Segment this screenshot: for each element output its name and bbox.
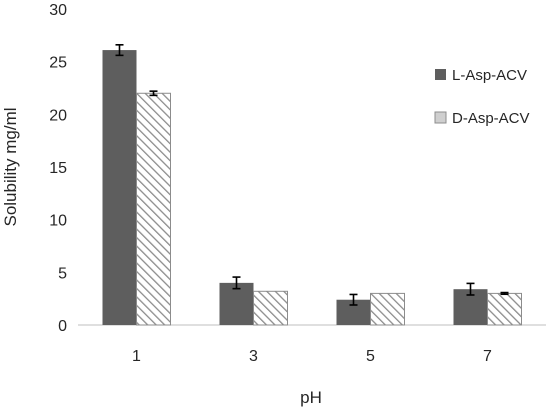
error-bar — [500, 291, 509, 296]
legend: L-Asp-ACV D-Asp-ACV — [434, 67, 530, 127]
y-axis-ticks: 0 5 10 15 20 25 30 — [49, 2, 67, 335]
bar-l-asp-acv — [219, 282, 254, 325]
y-tick-label: 0 — [58, 318, 67, 335]
error-bar — [349, 293, 358, 306]
legend-swatch — [435, 69, 446, 80]
y-axis-label: Solubility mg/ml — [1, 107, 20, 226]
x-tick-label: 7 — [483, 348, 492, 365]
x-axis-ticks: 1 3 5 7 — [132, 348, 492, 365]
x-tick-label: 5 — [366, 348, 375, 365]
legend-label: L-Asp-ACV — [452, 67, 527, 84]
legend-item: L-Asp-ACV — [435, 67, 527, 84]
bar-d-asp-acv — [136, 92, 171, 326]
bar-l-asp-acv — [102, 50, 137, 326]
x-tick-label: 1 — [132, 348, 141, 365]
y-tick-label: 5 — [58, 265, 67, 282]
error-bar — [232, 276, 241, 290]
x-tick-label: 3 — [249, 348, 258, 365]
x-axis-label: pH — [300, 388, 322, 407]
bar-d-asp-acv — [487, 292, 522, 326]
bar-d-asp-acv — [370, 292, 405, 326]
y-tick-label: 10 — [49, 213, 67, 230]
y-tick-label: 25 — [49, 55, 67, 72]
y-tick-label: 20 — [49, 107, 67, 124]
y-tick-label: 30 — [49, 2, 67, 19]
legend-swatch — [434, 111, 447, 124]
error-bar — [149, 90, 158, 97]
error-bar — [115, 44, 124, 57]
legend-item: D-Asp-ACV — [434, 110, 530, 127]
bars-group — [102, 44, 522, 326]
legend-label: D-Asp-ACV — [452, 110, 530, 127]
y-tick-label: 15 — [49, 160, 67, 177]
bar-d-asp-acv — [253, 290, 288, 326]
error-bar — [466, 282, 475, 296]
